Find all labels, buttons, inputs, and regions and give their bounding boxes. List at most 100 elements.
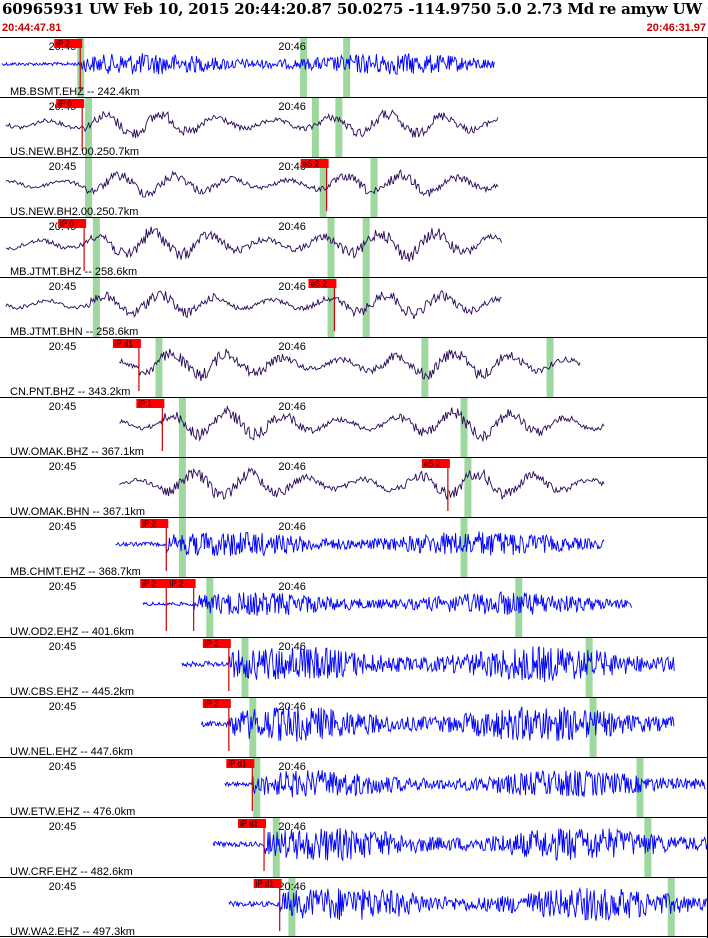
phase-window-marker (249, 698, 257, 757)
time-tick-label: 20:45 (49, 641, 77, 653)
station-label: MB.JTMT.BHZ -- 258.6km (10, 266, 137, 278)
phase-window-marker (92, 218, 100, 277)
pick-label: iP 2 (142, 520, 156, 529)
pick-box (300, 159, 329, 168)
waveform (201, 706, 675, 742)
phase-window-marker (589, 698, 597, 757)
waveform (5, 109, 499, 138)
pick-box (253, 879, 282, 888)
pick-box (421, 459, 450, 468)
phase-window-marker (460, 518, 468, 577)
waveform (119, 466, 605, 500)
time-tick-label: 20:46 (278, 221, 306, 233)
trace-panel: 20:45 20:46 iP 2 iP 2 UW.OD2.EHZ -- 401.6km (0, 577, 708, 638)
phase-window-marker (585, 638, 593, 697)
trace-panel: 20:45 20:46 iP 2 UW.NEL.EHZ -- 447.6km (0, 697, 708, 758)
trace-panel: 20:45 20:46 iP 1 UW.OMAK.BHZ -- 367.1km (0, 397, 708, 458)
waveform (115, 531, 605, 557)
station-label: UW.OMAK.BHN -- 367.1km (10, 506, 145, 518)
phase-window-marker (85, 98, 93, 157)
time-tick-label: 20:45 (49, 161, 77, 173)
waveform (142, 591, 632, 616)
time-tick-label: 20:46 (278, 101, 306, 113)
station-label: US.NEW.BHZ.00.250.7km (10, 146, 139, 158)
time-tick-label: 20:46 (278, 401, 306, 413)
waveform (228, 886, 708, 921)
time-tick-label: 20:46 (278, 461, 306, 473)
phase-window-marker (178, 398, 186, 457)
time-tick-label: 20:45 (49, 521, 77, 533)
waveform (181, 645, 675, 683)
time-tick-label: 20:46 (278, 281, 306, 293)
station-label: UW.CBS.EHZ -- 445.2km (10, 686, 134, 698)
pick-label: iP 0 (60, 220, 74, 229)
pick-label: iP d1 (115, 340, 134, 349)
pick-label: iP d1 (228, 760, 247, 769)
pick-box (140, 519, 169, 528)
waveform (119, 404, 605, 442)
station-label: UW.OD2.EHZ -- 401.6km (10, 626, 134, 638)
station-label: MB.JTMT.BHN -- 258.6km (10, 326, 138, 338)
pick-label: eS 2 (310, 280, 327, 289)
time-tick-label: 20:45 (49, 461, 77, 473)
pick-box (136, 399, 165, 408)
pick-box (56, 99, 85, 108)
start-time: 20:44:47.81 (2, 22, 62, 34)
phase-window-marker (362, 218, 370, 277)
phase-window-marker (460, 398, 468, 457)
pick-label: iP 1 (138, 400, 152, 409)
station-label: US.NEW.BH2.00.250.7km (10, 206, 138, 218)
phase-window-marker (155, 338, 163, 397)
phase-window-marker (421, 338, 429, 397)
waveform (5, 226, 502, 262)
pick-box (54, 39, 83, 48)
waveform (5, 290, 502, 320)
time-tick-label: 20:46 (278, 161, 306, 173)
trace-panel: 20:45 20:46 iP d1 UW.ETW.EHZ -- 476.0km (0, 757, 708, 818)
time-tick-label: 20:45 (49, 701, 77, 713)
time-tick-label: 20:46 (278, 581, 306, 593)
time-tick-label: 20:45 (49, 281, 77, 293)
time-tick-label: 20:45 (49, 401, 77, 413)
pick-box (167, 579, 196, 588)
time-tick-label: 20:45 (49, 581, 77, 593)
trace-panel: 20:45 20:46 eS 2 UW.OMAK.BHN -- 367.1km (0, 457, 708, 518)
waveform (5, 169, 499, 198)
event-title: 60965931 UW Feb 10, 2015 20:44:20.87 50.… (2, 0, 708, 18)
phase-window-marker (343, 38, 351, 97)
phase-window-marker (335, 98, 343, 157)
pick-label: iP d1 (256, 880, 275, 889)
pick-label: eS 2 (303, 160, 320, 169)
pick-box (238, 819, 267, 828)
trace-panel: 20:45 20:46 iP d1 CN.PNT.BHZ -- 343.2km (0, 337, 708, 398)
time-tick-label: 20:46 (278, 641, 306, 653)
phase-window-marker (327, 218, 335, 277)
trace-panel: 20:45 20:46 iP d1 UW.CRF.EHZ -- 482.6km (0, 817, 708, 878)
phase-window-marker (464, 458, 472, 517)
pick-label: iP 0 (58, 100, 72, 109)
trace-panel: 20:45 20:46 iP 2 UW.CBS.EHZ -- 445.2km (0, 637, 708, 698)
pick-label: iP 2 (56, 40, 70, 49)
pick-box (140, 579, 169, 588)
phase-window-marker (327, 278, 335, 337)
phase-window-marker (85, 158, 93, 217)
time-tick-label: 20:46 (278, 341, 306, 353)
header: 60965931 UW Feb 10, 2015 20:44:20.87 50.… (0, 0, 708, 40)
station-label: MB.BSMT.EHZ -- 242.4km (10, 86, 140, 98)
end-time: 20:46:31.97 (646, 22, 706, 34)
station-label: UW.WA2.EHZ -- 497.3km (10, 926, 135, 938)
pick-label: iP 2 (205, 700, 219, 709)
pick-label: iP d1 (240, 820, 259, 829)
pick-box (308, 279, 337, 288)
time-tick-label: 20:46 (278, 521, 306, 533)
pick-box (202, 699, 231, 708)
time-tick-label: 20:46 (278, 881, 306, 893)
trace-panel: 20:45 20:46 eS 2 MB.JTMT.BHN -- 258.6km (0, 277, 708, 338)
trace-panel: 20:45 20:46 iP 2 MB.CHMT.EHZ -- 368.7km (0, 517, 708, 578)
